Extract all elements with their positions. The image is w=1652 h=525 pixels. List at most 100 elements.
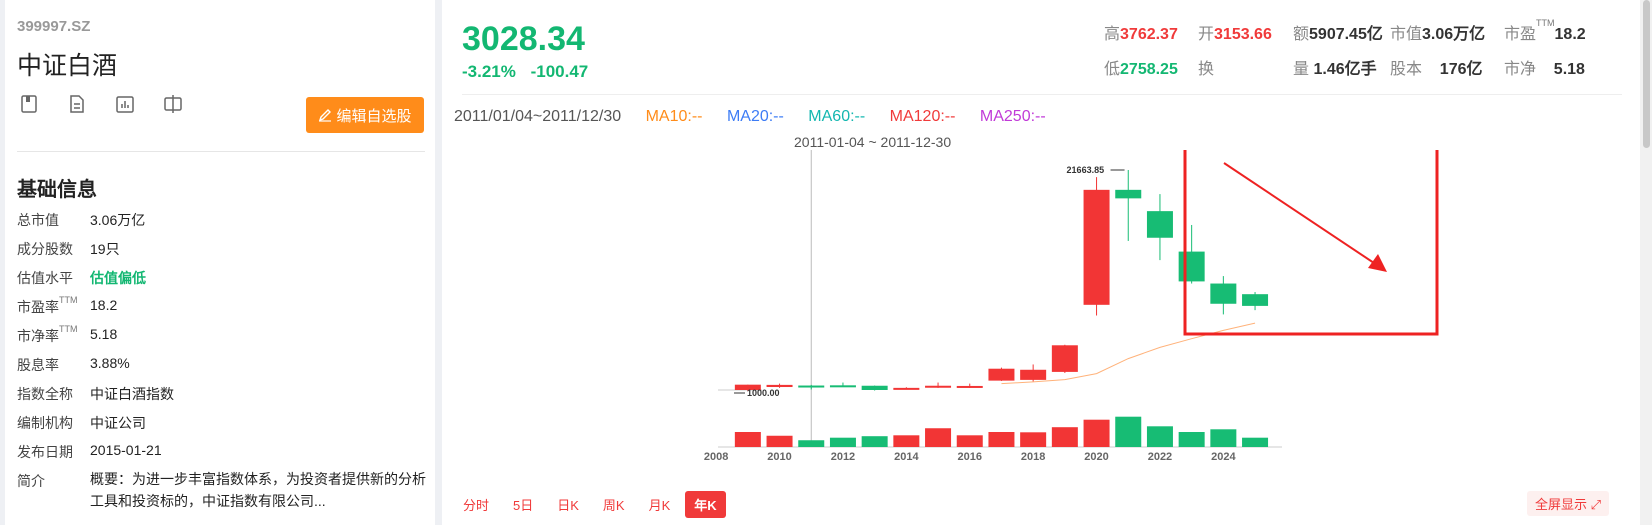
candle-body [1242,294,1269,306]
left-info-panel: 399997.SZ 中证白酒 编辑自选股 基础信息 总市值 3.06万亿 成分股… [5,0,435,525]
info-row-dividend: 股息率 3.88% [17,355,427,384]
ttm-superscript: TTM [59,295,78,305]
fullscreen-button[interactable]: 全屏显示 ⤢ [1527,491,1610,516]
info-label: 市盈率TTM [17,295,90,317]
stat-label: 低 [1104,61,1121,78]
x-tick-label: 2022 [1148,451,1172,463]
info-row-description: 简介 概要：为进一步丰富指数体系，为投资者提供新的分析工具和投资标的，中证指数有… [17,471,427,512]
candle-body [829,385,856,388]
info-value: 3.06万亿 [90,212,146,228]
stat-value: 3.06万亿 [1422,26,1486,43]
candlestick-chart[interactable]: 21663.85 1000.00 2008 2010 2012 2014 2016 2018 2… [442,150,1642,490]
change-percent: -3.21% [462,62,516,81]
stock-code: 399997.SZ [17,18,91,35]
tab-monthly-k[interactable]: 月K [648,498,671,513]
current-price: 3028.34 [462,20,585,58]
x-tick-label: 2020 [1084,451,1108,463]
info-value: 18.2 [90,297,118,313]
volume-bar [1115,416,1142,447]
info-row-publisher: 编制机构 中证公司 [17,413,427,442]
candle-body [925,385,952,388]
info-label: 发布日期 [17,444,73,460]
candle-body [1051,345,1078,372]
volume-bar [1083,419,1110,447]
stat-label: 额 [1293,26,1310,43]
ma20-label: MA20:-- [726,108,784,125]
ttm-superscript: TTM [59,324,78,334]
scrollbar-thumb[interactable] [1643,0,1650,148]
period-tabs: 分时 5日 日K 周K 月K 年K [454,491,726,518]
info-row-pb: 市净率TTM 5.18 [17,324,427,355]
stat-label: 开 [1198,26,1215,43]
pencil-icon [319,109,332,122]
stat-label: 市净 [1504,61,1537,78]
x-tick-label: 2012 [831,451,855,463]
bar-chart-icon[interactable] [115,94,135,114]
x-tick-label: 2008 [704,451,728,463]
trend-arrow-head [1368,254,1387,272]
candle-body [956,385,983,388]
volume-bar [1146,426,1173,447]
max-price-label: 21663.85 [1067,165,1105,175]
info-label: 编制机构 [17,415,73,431]
x-tick-label: 2024 [1211,451,1236,463]
stat-value: 176亿 [1439,61,1483,78]
tab-intraday[interactable]: 分时 [463,498,490,513]
chart-date-range: 2011/01/04~2011/12/30 [454,108,622,125]
ma250-label: MA250:-- [979,108,1046,125]
x-tick-label: 2014 [894,451,919,463]
trend-arrow-line [1223,162,1381,268]
hover-date-range: 2011-01-04 ~ 2011-12-30 [794,134,952,150]
volume-bar [925,428,952,447]
volume-bar [829,437,856,447]
candle-body [1146,211,1173,238]
stat-mktcap: 市值3.06万亿 [1390,20,1485,44]
tool-icon-row [19,94,183,114]
candle-body [766,384,793,388]
ma-legend: 2011/01/04~2011/12/30 MA10:-- MA20:-- MA… [454,108,1066,126]
info-label: 成分股数 [17,241,73,257]
info-row-pe: 市盈率TTM 18.2 [17,295,427,326]
volume-bar [1210,429,1237,447]
compare-icon[interactable] [163,94,183,114]
change-amount: -100.47 [530,62,589,81]
info-label: 市净率TTM [17,324,90,346]
stat-low: 低2758.25 [1104,55,1178,79]
info-row-fullname: 指数全称 中证白酒指数 [17,384,427,413]
candle-body [1178,251,1205,282]
candle-body [734,384,761,390]
tab-daily-k[interactable]: 日K [557,498,579,513]
info-value: 中证白酒指数 [90,386,174,402]
volume-bar [1020,432,1047,447]
ma60-label: MA60:-- [808,108,866,125]
stat-label: 市值 [1390,26,1423,43]
tab-yearly-k[interactable]: 年K [685,491,726,518]
tab-weekly-k[interactable]: 周K [602,498,625,513]
bookmark-icon[interactable] [19,94,39,114]
volume-bar [798,440,825,447]
info-label-text: 市盈率 [17,299,59,315]
info-value: 19只 [90,241,120,257]
divider [17,151,425,152]
stat-pb: 市净 5.18 [1504,55,1585,79]
ma10-label: MA10:-- [645,108,703,125]
edit-watchlist-label: 编辑自选股 [336,107,412,125]
stat-label: 高 [1104,26,1121,43]
info-value: 3.88% [90,355,130,371]
info-row-constituents: 成分股数 19只 [17,239,427,268]
info-value: 中证公司 [90,415,146,431]
document-icon[interactable] [67,94,87,114]
stat-volume: 量 1.46亿手 [1293,55,1377,79]
volume-bar [893,435,920,447]
stat-shares: 股本 176亿 [1390,55,1483,79]
tab-5day[interactable]: 5日 [513,498,534,513]
basic-info-title: 基础信息 [17,179,97,201]
stat-value: 5.18 [1553,61,1585,78]
x-tick-label: 2010 [767,451,791,463]
candle-body [1210,283,1237,304]
stat-high: 高3762.37 [1104,20,1178,44]
stat-value: 1.46亿手 [1313,61,1377,78]
expand-icon: ⤢ [1590,497,1602,512]
candle-body [893,387,920,390]
edit-watchlist-button[interactable]: 编辑自选股 [306,97,424,133]
